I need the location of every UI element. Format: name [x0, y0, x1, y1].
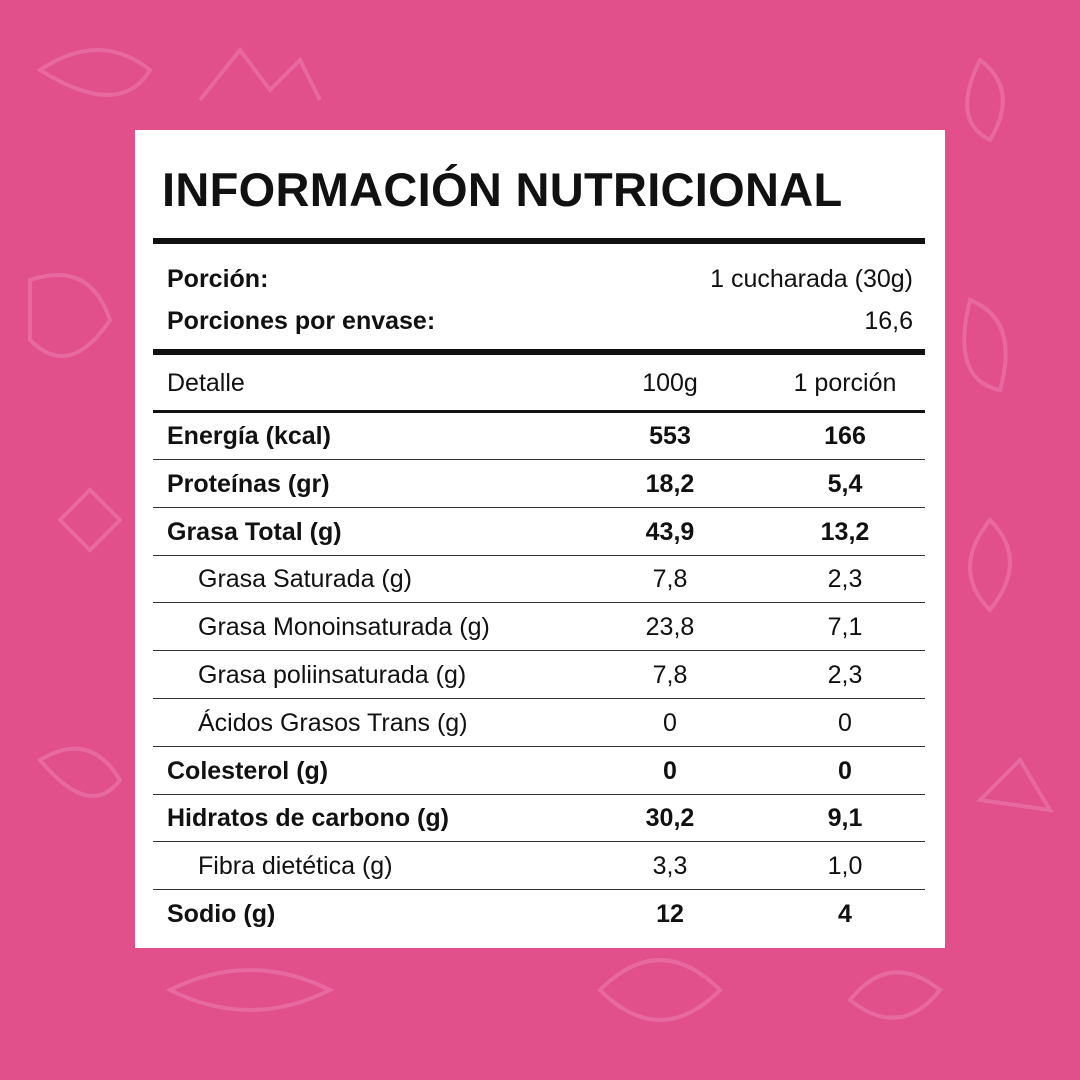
row-divider [153, 793, 925, 795]
row-divider [153, 650, 925, 652]
row-label: Proteínas (gr) [167, 469, 330, 498]
row-divider [153, 841, 925, 843]
value-100g: 43,9 [645, 517, 695, 546]
row-label: Grasa Monoinsaturada (g) [198, 613, 490, 642]
row-label: Fibra dietética (g) [198, 852, 393, 881]
value-100g: 7,8 [652, 565, 688, 594]
value-100g: 23,8 [645, 613, 695, 642]
title: INFORMACIÓN NUTRICIONAL [162, 163, 843, 216]
row-divider [153, 889, 925, 891]
row-divider [153, 554, 925, 556]
nutrition-card: INFORMACIÓN NUTRICIONAL Porción: 1 cucha… [135, 130, 945, 948]
header-cell: 1 porción [793, 369, 897, 397]
value-100g: 553 [649, 422, 691, 450]
value-portion: 9,1 [827, 804, 863, 833]
value-portion: 166 [824, 422, 866, 450]
row-divider [153, 698, 925, 699]
row-label: Sodio (g) [167, 900, 276, 928]
value-portion: 0 [838, 708, 852, 737]
servings-value: 16,6 [864, 307, 913, 335]
value-100g: 30,2 [645, 804, 695, 833]
row-divider [153, 745, 925, 747]
divider [153, 349, 925, 355]
row-label: Energía (kcal) [167, 422, 331, 450]
value-portion: 13,2 [820, 517, 870, 546]
value-100g: 3,3 [652, 852, 688, 881]
serving-value: 1 cucharada (30g) [710, 265, 913, 293]
value-portion: 1,0 [827, 852, 863, 881]
row-label: Colesterol (g) [167, 756, 329, 785]
value-100g: 18,2 [645, 469, 695, 498]
header-cell: Detalle [167, 369, 245, 397]
value-100g: 7,8 [652, 661, 688, 689]
divider [153, 238, 925, 244]
value-portion: 5,4 [827, 469, 863, 498]
header-cell: 100g [642, 369, 698, 397]
row-label: Grasa Saturada (g) [198, 565, 412, 594]
value-portion: 7,1 [827, 613, 863, 642]
value-100g: 12 [656, 900, 684, 928]
divider [153, 410, 925, 413]
row-label: Grasa poliinsaturada (g) [198, 661, 467, 689]
row-label: Hidratos de carbono (g) [167, 804, 449, 833]
row-label: Ácidos Grasos Trans (g) [198, 708, 468, 737]
value-portion: 0 [838, 756, 852, 785]
servings-label: Porciones por envase: [167, 307, 436, 335]
row-divider [153, 459, 925, 460]
value-portion: 2,3 [827, 661, 863, 689]
value-100g: 0 [663, 708, 677, 737]
row-divider [153, 602, 925, 604]
value-100g: 0 [663, 756, 677, 785]
serving-label: Porción: [167, 265, 269, 293]
value-portion: 2,3 [827, 565, 863, 594]
value-portion: 4 [838, 900, 852, 928]
row-divider [153, 506, 925, 508]
row-label: Grasa Total (g) [167, 517, 342, 546]
